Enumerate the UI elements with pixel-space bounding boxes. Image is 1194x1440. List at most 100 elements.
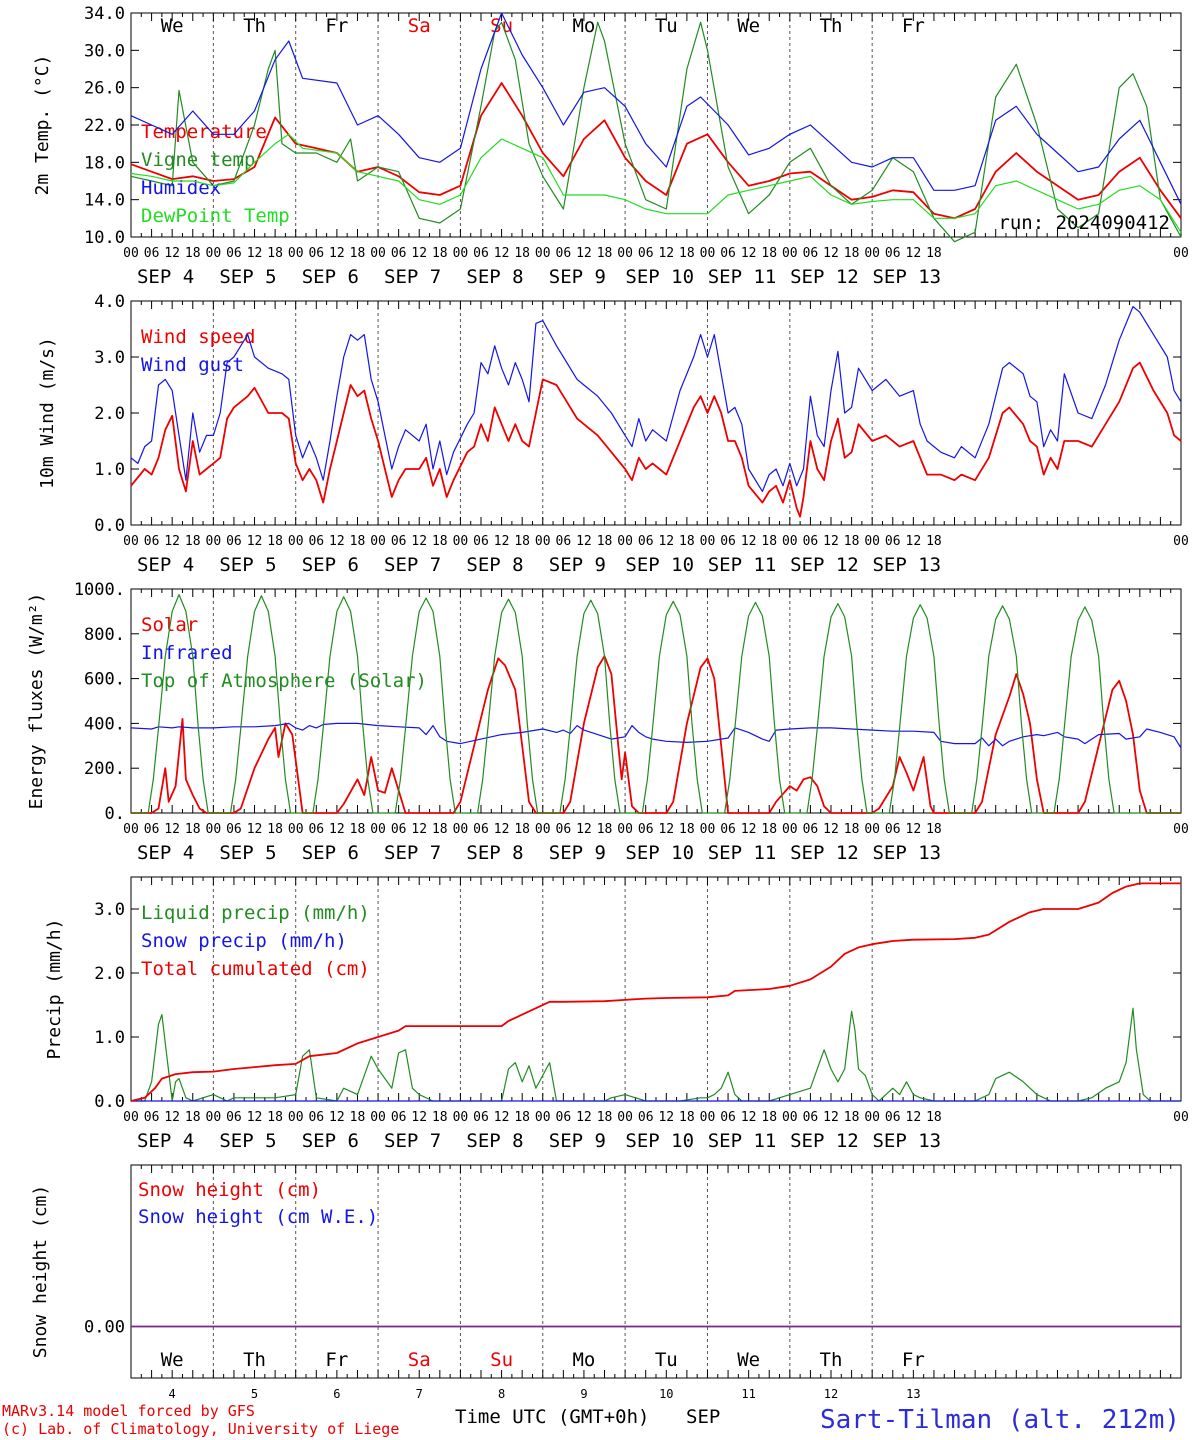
hour-tick-label: 00 (288, 822, 304, 837)
date-tick-label: SEP 8 (466, 266, 523, 288)
hour-tick-label: 12 (247, 534, 263, 549)
hour-tick-label: 00 (453, 1110, 469, 1125)
y-tick-label: 3.0 (94, 900, 125, 920)
hour-tick-label: 12 (576, 534, 592, 549)
series-line-blue (130, 12, 1182, 205)
hour-tick-label: 18 (761, 822, 777, 837)
hour-tick-label: 00 (864, 822, 880, 837)
hour-tick-label: 00 (370, 822, 386, 837)
hour-tick-label: 06 (556, 534, 572, 549)
hour-tick-label: 12 (329, 1110, 345, 1125)
run-label: run: 2024090412 (998, 212, 1170, 234)
hour-tick-label: 06 (803, 1110, 819, 1125)
hour-tick-label: 18 (926, 822, 942, 837)
y-axis-label: Precip (mm/h) (44, 919, 65, 1060)
plot-frame (130, 588, 1182, 814)
hour-tick-label: 06 (803, 534, 819, 549)
hour-tick-label: 06 (144, 1110, 160, 1125)
hour-tick-label: 06 (391, 1110, 407, 1125)
date-tick-label: SEP 4 (137, 554, 194, 576)
y-tick-label: 30.0 (84, 41, 125, 61)
hour-tick-label: 00 (535, 246, 551, 261)
hour-tick-label: 06 (473, 822, 489, 837)
hour-tick-label: 00 (1173, 1110, 1189, 1125)
hour-tick-label: 06 (638, 822, 654, 837)
hour-tick-label: 06 (885, 534, 901, 549)
hour-tick-label: 00 (453, 822, 469, 837)
date-tick-label: SEP 5 (219, 1130, 276, 1152)
hour-tick-label: 00 (123, 534, 139, 549)
hour-tick-label: 12 (411, 1110, 427, 1125)
date-tick-label: SEP 12 (790, 842, 859, 864)
y-tick-label: 800. (84, 625, 125, 645)
hour-tick-label: 12 (823, 1110, 839, 1125)
hour-tick-label: 06 (473, 246, 489, 261)
hour-tick-label: 12 (658, 1110, 674, 1125)
hour-tick-label: 12 (576, 1110, 592, 1125)
hour-tick-label: 12 (494, 246, 510, 261)
hour-tick-label: 18 (350, 246, 366, 261)
y-tick-label: 2.0 (94, 404, 125, 424)
weekday-label: Mo (572, 1349, 595, 1371)
hour-tick-label: 06 (391, 534, 407, 549)
day-number-label: 8 (498, 1387, 505, 1401)
hour-tick-label: 18 (185, 822, 201, 837)
hour-tick-label: 12 (658, 246, 674, 261)
legend-entry: Wind gust (141, 354, 244, 376)
hour-tick-label: 12 (164, 1110, 180, 1125)
date-tick-label: SEP 10 (625, 842, 694, 864)
hour-tick-label: 18 (350, 822, 366, 837)
hour-tick-label: 06 (885, 246, 901, 261)
hour-tick-label: 00 (206, 534, 222, 549)
hour-tick-label: 18 (267, 246, 283, 261)
date-tick-label: SEP 7 (384, 842, 441, 864)
date-tick-label: SEP 12 (790, 1130, 859, 1152)
date-tick-label: SEP 5 (219, 266, 276, 288)
hour-tick-label: 12 (164, 822, 180, 837)
hour-tick-label: 00 (1173, 822, 1189, 837)
hour-tick-label: 00 (535, 534, 551, 549)
date-tick-label: SEP 12 (790, 266, 859, 288)
weekday-label: Tu (655, 15, 678, 37)
hour-tick-label: 12 (658, 534, 674, 549)
date-tick-label: SEP 12 (790, 554, 859, 576)
hour-tick-label: 00 (864, 1110, 880, 1125)
hour-tick-label: 00 (864, 246, 880, 261)
weekday-label: Fr (325, 1349, 348, 1371)
hour-tick-label: 06 (638, 246, 654, 261)
hour-tick-label: 18 (514, 246, 530, 261)
hour-tick-label: 06 (803, 822, 819, 837)
date-tick-label: SEP 10 (625, 1130, 694, 1152)
day-number-label: 7 (416, 1387, 423, 1401)
series-line-lightgreen (130, 133, 1182, 233)
hour-tick-label: 06 (803, 246, 819, 261)
hour-tick-label: 12 (741, 822, 757, 837)
lab-credit: (c) Lab. of Climatology, University of L… (2, 1420, 399, 1438)
legend-entry: Temperature (141, 121, 267, 143)
hour-tick-label: 18 (761, 246, 777, 261)
y-tick-label: 3.0 (94, 348, 125, 368)
hour-tick-label: 06 (885, 822, 901, 837)
hour-tick-label: 18 (514, 534, 530, 549)
y-tick-label: 200. (84, 759, 125, 779)
station-label: Sart-Tilman (alt. 212m) (820, 1405, 1180, 1435)
hour-tick-label: 18 (350, 1110, 366, 1125)
legend-entry: Snow height (cm) (138, 1179, 321, 1201)
weekday-label: Th (243, 15, 266, 37)
date-tick-label: SEP 10 (625, 266, 694, 288)
legend-entry: Wind speed (141, 326, 255, 348)
hour-tick-label: 06 (720, 246, 736, 261)
date-tick-label: SEP 5 (219, 554, 276, 576)
hour-tick-label: 00 (370, 534, 386, 549)
y-tick-label: 18.0 (84, 153, 125, 173)
legend-entry: Snow height (cm W.E.) (138, 1206, 378, 1228)
hour-tick-label: 12 (906, 822, 922, 837)
hour-tick-label: 12 (823, 246, 839, 261)
date-tick-label: SEP 9 (549, 554, 606, 576)
weekday-label: Fr (902, 1349, 925, 1371)
hour-tick-label: 12 (247, 1110, 263, 1125)
y-tick-label: 4.0 (94, 292, 125, 312)
hour-tick-label: 18 (761, 534, 777, 549)
series-line-red (130, 882, 1181, 1102)
date-tick-label: SEP 13 (872, 266, 941, 288)
